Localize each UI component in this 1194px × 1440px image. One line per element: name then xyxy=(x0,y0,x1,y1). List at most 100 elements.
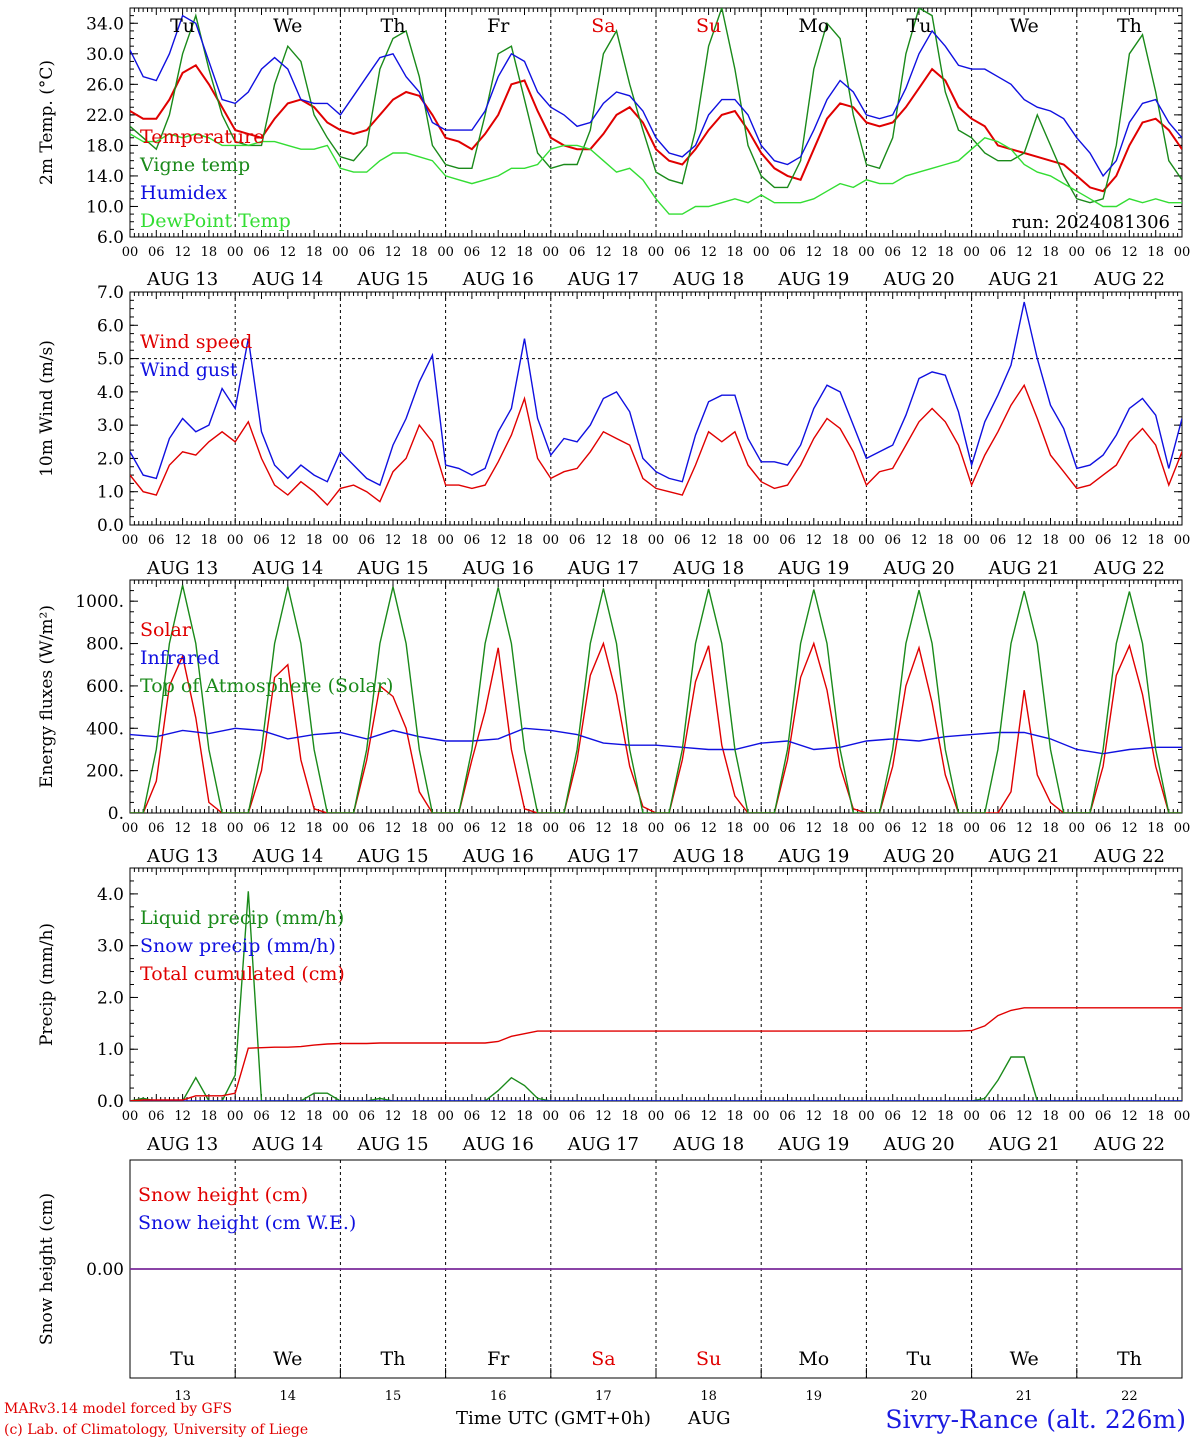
hour-tick-label: 00 xyxy=(332,533,349,548)
hour-tick-label: 18 xyxy=(621,1109,638,1124)
date-label: AUG 16 xyxy=(462,1134,534,1155)
hour-tick-label: 18 xyxy=(727,245,744,260)
hour-tick-label: 06 xyxy=(464,1109,481,1124)
x-axis-month: AUG xyxy=(687,1408,731,1429)
day-number-label: 15 xyxy=(385,1389,402,1404)
hour-tick-label: 12 xyxy=(174,533,191,548)
date-label: AUG 15 xyxy=(356,1134,428,1155)
hour-tick-label: 00 xyxy=(1069,821,1086,836)
hour-tick-label: 12 xyxy=(700,245,717,260)
date-label: AUG 22 xyxy=(1093,269,1165,290)
y-tick-label: 2.0 xyxy=(97,988,124,1008)
hour-tick-label: 00 xyxy=(1069,1109,1086,1124)
series-line-wind-speed xyxy=(130,383,1182,507)
panel-1: 6.0 10.0 14.0 18.0 22.0 26.0 30.0 34.0 2m Temp. … xyxy=(37,7,1191,290)
date-label: AUG 21 xyxy=(988,1134,1060,1155)
date-label: AUG 21 xyxy=(988,846,1060,867)
legend-entry: Snow precip (mm/h) xyxy=(140,935,336,957)
hour-tick-label: 06 xyxy=(779,533,796,548)
hour-tick-label: 06 xyxy=(1095,245,1112,260)
hour-tick-label: 18 xyxy=(832,245,849,260)
hour-tick-label: 18 xyxy=(306,533,323,548)
y-axis-label: 10m Wind (m/s) xyxy=(37,340,57,477)
hour-tick-label: 12 xyxy=(700,1109,717,1124)
hour-tick-label: 00 xyxy=(1069,245,1086,260)
panel-4: 0.0 1.0 2.0 3.0 4.0 Precip (mm/h) Liquid preci… xyxy=(37,867,1190,1155)
y-tick-label: 22.0 xyxy=(86,106,124,126)
hour-tick-label: 00 xyxy=(227,245,244,260)
hour-tick-label: 06 xyxy=(884,821,901,836)
date-label: AUG 16 xyxy=(462,269,534,290)
date-label: AUG 13 xyxy=(146,269,218,290)
hour-tick-label: 18 xyxy=(832,1109,849,1124)
hour-tick-label: 06 xyxy=(674,533,691,548)
footer-lab-text: (c) Lab. of Climatology, University of L… xyxy=(4,1422,308,1438)
hour-tick-label: 06 xyxy=(358,821,375,836)
hour-tick-label: 18 xyxy=(1042,533,1059,548)
legend-entry: Top of Atmosphere (Solar) xyxy=(140,675,393,697)
hour-tick-label: 12 xyxy=(280,1109,297,1124)
hour-tick-label: 12 xyxy=(174,245,191,260)
weekday-label: Th xyxy=(381,1348,406,1370)
hour-tick-label: 18 xyxy=(832,821,849,836)
legend-entry: Infrared xyxy=(140,647,220,669)
series-line-dewpoint-temp xyxy=(130,133,1182,215)
hour-tick-label: 00 xyxy=(1174,821,1191,836)
weekday-label: We xyxy=(1010,15,1039,37)
hour-tick-label: 00 xyxy=(227,821,244,836)
hour-tick-label: 06 xyxy=(569,821,586,836)
y-tick-label: 18.0 xyxy=(86,136,124,156)
hour-tick-label: 18 xyxy=(411,533,428,548)
date-label: AUG 16 xyxy=(462,846,534,867)
hour-tick-label: 00 xyxy=(437,821,454,836)
date-label: AUG 18 xyxy=(672,846,744,867)
hour-tick-label: 12 xyxy=(911,533,928,548)
series-line-humidex xyxy=(130,14,1182,178)
hour-tick-label: 12 xyxy=(280,533,297,548)
y-tick-label: 5.0 xyxy=(97,350,124,370)
legend-entry: Total cumulated (cm) xyxy=(140,963,345,985)
hour-tick-label: 18 xyxy=(201,821,218,836)
series-line-top-of-atmosphere-solar- xyxy=(130,585,1182,813)
hour-tick-label: 00 xyxy=(437,533,454,548)
weekday-label: Tu xyxy=(170,1348,195,1370)
hour-tick-label: 18 xyxy=(1042,1109,1059,1124)
y-axis-label: Precip (mm/h) xyxy=(37,923,57,1046)
hour-tick-label: 12 xyxy=(1016,533,1033,548)
y-tick-label: 26.0 xyxy=(86,75,124,95)
hour-tick-label: 00 xyxy=(1174,245,1191,260)
date-label: AUG 18 xyxy=(672,1134,744,1155)
hour-tick-label: 06 xyxy=(148,1109,165,1124)
run-annotation: run: 2024081306 xyxy=(1012,212,1170,233)
hour-tick-label: 18 xyxy=(621,821,638,836)
day-number-label: 21 xyxy=(1016,1389,1033,1404)
hour-tick-label: 12 xyxy=(1016,1109,1033,1124)
panel-5: 0.00 Snow height (cm) Snow height (cm) Snow… xyxy=(37,1159,1183,1404)
hour-tick-label: 18 xyxy=(201,245,218,260)
hour-tick-label: 06 xyxy=(358,1109,375,1124)
panel-2: 0.0 1.0 2.0 3.0 4.0 5.0 6.0 7.0 10m Wind (m/s) Wi… xyxy=(37,283,1190,579)
hour-tick-label: 18 xyxy=(201,1109,218,1124)
hour-tick-label: 18 xyxy=(1042,245,1059,260)
hour-tick-label: 18 xyxy=(1147,245,1164,260)
date-label: AUG 19 xyxy=(777,1134,849,1155)
hour-tick-label: 00 xyxy=(332,1109,349,1124)
hour-tick-label: 12 xyxy=(595,821,612,836)
hour-tick-label: 06 xyxy=(464,533,481,548)
weekday-label: Fr xyxy=(487,1348,510,1370)
hour-tick-label: 18 xyxy=(516,821,533,836)
y-tick-label: 10.0 xyxy=(86,197,124,217)
date-label: AUG 21 xyxy=(988,269,1060,290)
day-number-label: 17 xyxy=(595,1389,612,1404)
weekday-label: Th xyxy=(1117,1348,1142,1370)
hour-tick-label: 06 xyxy=(253,533,270,548)
hour-tick-label: 12 xyxy=(806,1109,823,1124)
y-tick-label: 0. xyxy=(108,804,124,824)
date-label: AUG 22 xyxy=(1093,846,1165,867)
hour-tick-label: 12 xyxy=(174,1109,191,1124)
hour-tick-label: 06 xyxy=(884,533,901,548)
y-tick-label: 1.0 xyxy=(97,1040,124,1060)
hour-tick-label: 18 xyxy=(1147,533,1164,548)
hour-tick-label: 00 xyxy=(648,533,665,548)
y-axis-label: 2m Temp. (°C) xyxy=(37,60,57,185)
